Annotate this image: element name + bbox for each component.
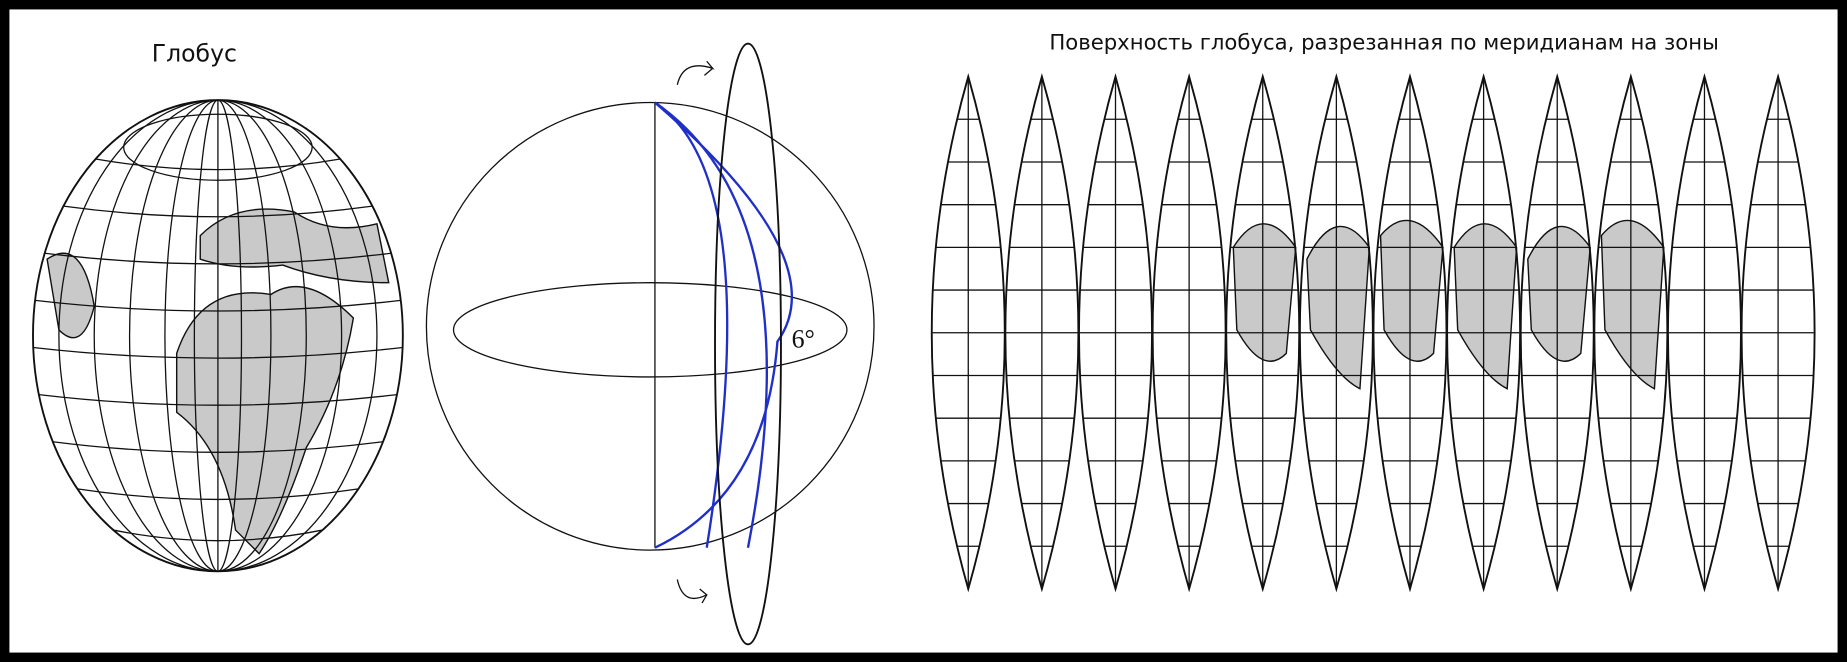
gore (1298, 73, 1374, 593)
land (1232, 223, 1297, 362)
rotate-arrow (676, 60, 715, 85)
gore (1225, 73, 1301, 593)
cut-plane (714, 42, 782, 646)
land (199, 208, 390, 284)
gore (1078, 73, 1153, 593)
gore (1151, 73, 1227, 593)
angle-label: 6° (792, 324, 815, 353)
parallel (113, 529, 323, 542)
parallel (63, 205, 373, 218)
parallel (34, 299, 401, 312)
gores (930, 73, 1816, 593)
meridian-arc (654, 101, 793, 549)
rotate-arrow (676, 579, 708, 604)
gores-title: Поверхность глобуса, разрезанная по мери… (1049, 29, 1719, 54)
polar-circle (123, 113, 313, 181)
parallel (38, 393, 398, 406)
gore (1004, 73, 1080, 593)
gore (1740, 73, 1816, 593)
land (1379, 219, 1444, 362)
parallel (95, 158, 341, 171)
meridian-arc (654, 101, 729, 548)
land (1600, 219, 1665, 390)
equator (452, 282, 848, 378)
parallel (52, 441, 384, 453)
gore (1372, 73, 1448, 593)
globe-label: Глобус (152, 39, 237, 67)
sphere: 6° (425, 42, 875, 646)
parallel (77, 488, 359, 501)
parallel (44, 252, 392, 265)
parallel (33, 346, 403, 359)
gore (1446, 73, 1521, 593)
gore (1667, 73, 1742, 593)
land (1453, 223, 1518, 390)
sphere-outline (425, 101, 875, 551)
globe (32, 99, 404, 573)
gore (1519, 73, 1595, 593)
gore (1593, 73, 1669, 593)
gore (930, 73, 1006, 593)
